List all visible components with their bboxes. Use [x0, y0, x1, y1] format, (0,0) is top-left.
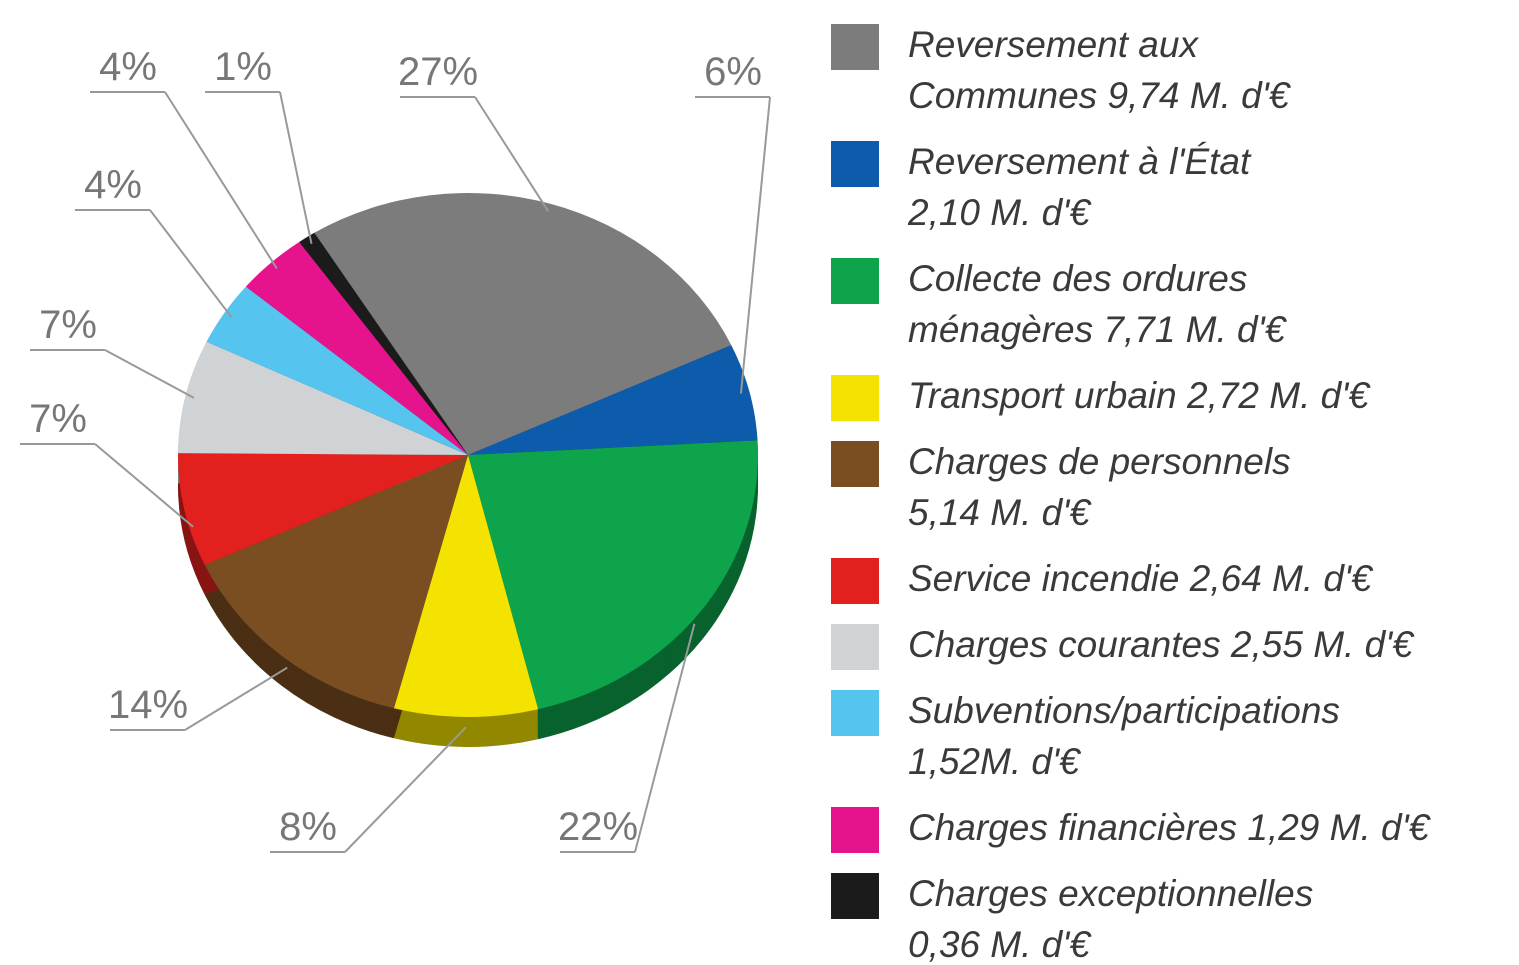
slice	[178, 453, 468, 565]
legend-swatch	[831, 690, 879, 736]
legend-label: Charges exceptionnelles	[908, 873, 1313, 914]
legend-label: 5,14 M. d'€	[908, 492, 1092, 533]
legend-swatch	[831, 24, 879, 70]
leader-line	[30, 349, 195, 399]
slice	[393, 455, 539, 717]
value-label: 4%	[99, 45, 157, 89]
leader-line	[75, 209, 233, 318]
leader-line	[400, 96, 550, 212]
legend-swatch	[831, 141, 879, 187]
legend-label: Transport urbain 2,72 M. d'€	[908, 375, 1371, 416]
legend-swatch	[831, 441, 879, 487]
leader-line	[205, 91, 313, 245]
slice	[468, 440, 758, 710]
leader-line	[560, 623, 696, 853]
legend-label: Charges courantes 2,55 M. d'€	[908, 624, 1415, 665]
legend-swatch	[831, 375, 879, 421]
legend-swatch	[831, 807, 879, 853]
legend-label: 1,52M. d'€	[908, 741, 1082, 782]
leader-line	[20, 443, 194, 528]
slice	[206, 286, 468, 455]
slice	[299, 232, 468, 455]
value-label: 14%	[108, 683, 188, 727]
leader-line	[90, 91, 278, 270]
value-label: 7%	[39, 303, 97, 347]
legend-swatch	[831, 558, 879, 604]
legend-label: Service incendie 2,64 M. d'€	[908, 558, 1374, 599]
slice	[245, 241, 468, 455]
legend-swatch	[831, 258, 879, 304]
slice	[468, 345, 758, 455]
legend-label: Communes 9,74 M. d'€	[908, 75, 1292, 116]
slice	[314, 193, 732, 455]
value-label: 7%	[29, 397, 87, 441]
value-label: 8%	[279, 805, 337, 849]
value-label: 1%	[214, 45, 272, 89]
value-label: 22%	[558, 805, 638, 849]
legend-label: Reversement à l'État	[908, 141, 1252, 182]
legend-label: Reversement aux	[908, 24, 1199, 65]
legend-label: 0,36 M. d'€	[908, 924, 1092, 965]
slice	[204, 455, 468, 709]
legend-label: Charges de personnels	[908, 441, 1291, 482]
leader-line	[270, 726, 467, 853]
leader-line	[110, 666, 288, 731]
value-label: 4%	[84, 163, 142, 207]
slice	[178, 341, 468, 455]
legend-label: 2,10 M. d'€	[907, 192, 1092, 233]
legend-swatch	[831, 624, 879, 670]
value-label: 27%	[398, 50, 478, 94]
legend-swatch	[831, 873, 879, 919]
leader-line	[695, 96, 771, 394]
legend-label: ménagères 7,71 M. d'€	[908, 309, 1288, 350]
legend-label: Charges financières 1,29 M. d'€	[908, 807, 1432, 848]
legend-label: Subventions/participations	[908, 690, 1340, 731]
value-label: 6%	[704, 50, 762, 94]
legend-label: Collecte des ordures	[908, 258, 1247, 299]
